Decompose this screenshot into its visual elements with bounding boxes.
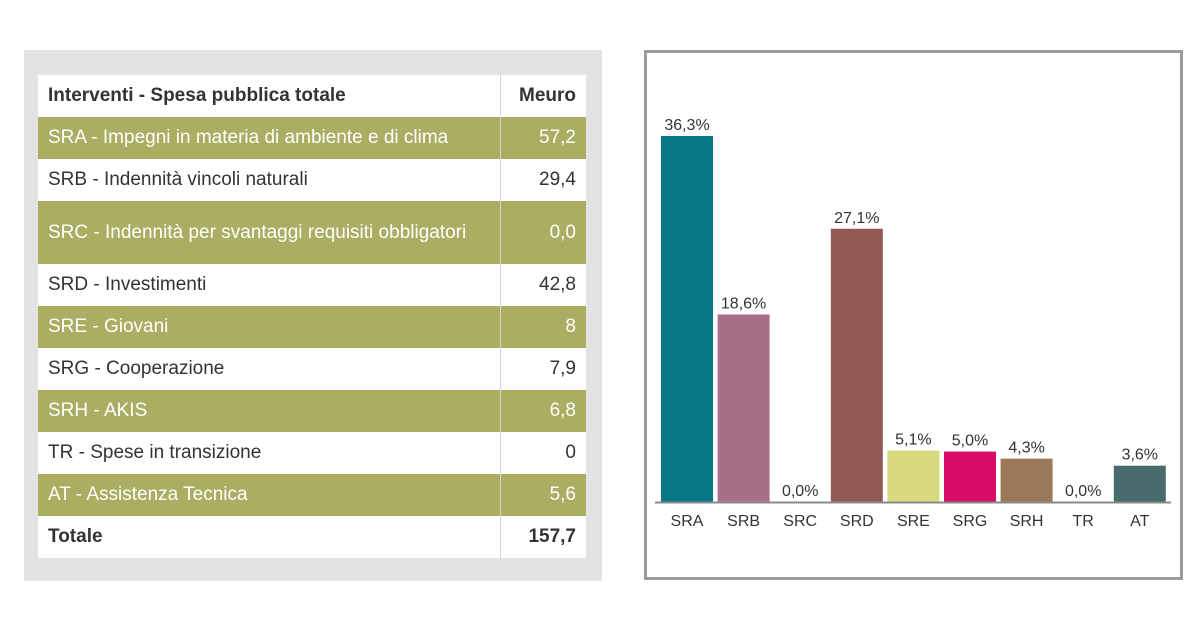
header-unit: Meuro [500,75,586,117]
value-label-sre: 5,1% [895,432,931,449]
value-label-srb: 18,6% [721,295,766,312]
bar-srg [944,451,996,502]
table-row: SRG - Cooperazione 7,9 [38,348,586,390]
row-value: 6,8 [500,390,586,432]
table-row: SRA - Impegni in materia di ambiente e d… [38,117,586,159]
row-value: 29,4 [500,159,586,201]
bar-at [1113,465,1166,502]
row-value: 5,6 [500,474,586,516]
spending-table: Interventi - Spesa pubblica totale Meuro… [38,75,586,558]
category-label-srh: SRH [1010,513,1044,530]
table-row: SRB - Indennità vincoli naturali 29,4 [38,159,586,201]
table-row: TR - Spese in transizione 0 [38,432,586,474]
row-value: 0 [500,432,586,474]
table-header-row: Interventi - Spesa pubblica totale Meuro [38,75,586,117]
bar-sra [661,136,713,502]
table-row: SRD - Investimenti 42,8 [38,264,586,306]
row-label: SRD - Investimenti [38,264,501,306]
value-label-tr: 0,0% [1065,483,1101,500]
bar-srh [1000,458,1053,502]
value-label-sra: 36,3% [664,117,709,134]
total-label: Totale [38,516,501,558]
value-label-srh: 4,3% [1008,440,1044,457]
category-label-sre: SRE [897,513,930,530]
value-label-srg: 5,0% [952,433,988,450]
row-label: SRA - Impegni in materia di ambiente e d… [38,117,501,159]
table-row: SRH - AKIS 6,8 [38,390,586,432]
row-value: 42,8 [500,264,586,306]
value-label-src: 0,0% [782,483,818,500]
row-value: 57,2 [500,117,586,159]
category-label-at: AT [1130,513,1149,530]
total-value: 157,7 [500,516,586,558]
category-label-srd: SRD [840,513,874,530]
bar-srb [717,314,770,502]
row-label: SRC - Indennità per svantaggi requisiti … [38,201,501,264]
header-label: Interventi - Spesa pubblica totale [38,75,501,117]
row-label: SRB - Indennità vincoli naturali [38,159,501,201]
row-label: SRG - Cooperazione [38,348,501,390]
value-label-srd: 27,1% [834,210,879,227]
row-label: SRH - AKIS [38,390,501,432]
row-value: 7,9 [500,348,586,390]
bar-sre [887,450,940,502]
table-row: AT - Assistenza Tecnica 5,6 [38,474,586,516]
category-label-sra: SRA [671,513,704,530]
value-label-at: 3,6% [1122,447,1158,464]
category-label-src: SRC [783,513,817,530]
table-total-row: Totale 157,7 [38,516,586,558]
row-value: 0,0 [500,201,586,264]
table-panel: Interventi - Spesa pubblica totale Meuro… [24,50,602,581]
row-label: TR - Spese in transizione [38,432,501,474]
chart-panel: 36,3% SRA 18,6% SRB 0,0% SRC 27,1% SRD 5,1% SRE 5,… [644,50,1183,580]
category-label-tr: TR [1073,513,1094,530]
bar-srd [830,228,883,503]
table-row: SRE - Giovani 8 [38,306,586,348]
category-label-srg: SRG [953,513,988,530]
table-row: SRC - Indennità per svantaggi requisiti … [38,201,586,264]
category-label-srb: SRB [727,513,760,530]
row-value: 8 [500,306,586,348]
bar-chart: 36,3% SRA 18,6% SRB 0,0% SRC 27,1% SRD 5,1% SRE 5,… [655,117,1171,530]
row-label: AT - Assistenza Tecnica [38,474,501,516]
row-label: SRE - Giovani [38,306,501,348]
